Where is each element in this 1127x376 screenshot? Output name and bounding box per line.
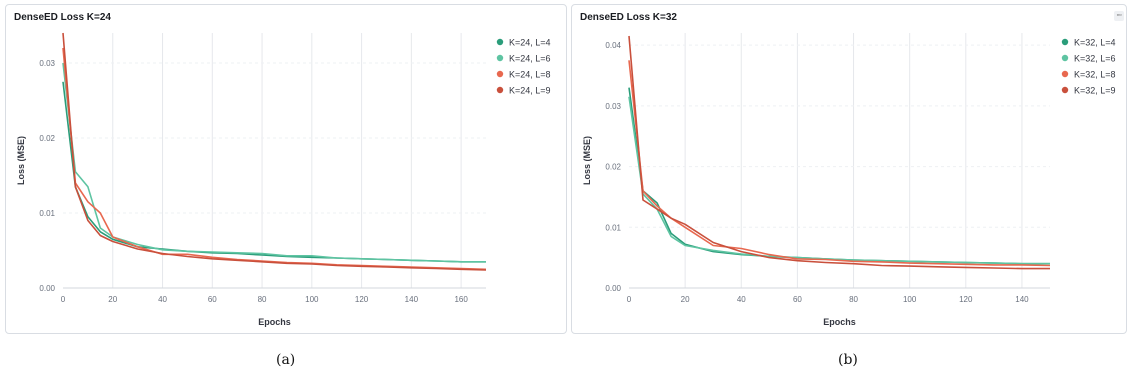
- x-tick-label: 140: [405, 295, 419, 304]
- legend-swatch: [1061, 38, 1069, 46]
- series-line-2: [62, 62, 486, 263]
- series-line-3: [628, 60, 1051, 267]
- legend-label: K=24, L=6: [509, 54, 551, 64]
- x-axis-label: Epochs: [823, 317, 856, 327]
- x-tick-label: 160: [454, 295, 468, 304]
- figure-caption-b: (b): [838, 352, 858, 368]
- panel-options-icon[interactable]: ▫▫: [1114, 11, 1124, 21]
- figure-caption-a: (a): [276, 352, 296, 368]
- legend-swatch: [1061, 86, 1069, 94]
- x-tick-label: 140: [1015, 295, 1029, 304]
- x-tick-label: 80: [258, 295, 267, 304]
- loss-chart-k32: 0 20 40 60 80 100 120 140 0.00 0.01 0.02 0.03 0.04 Ep…: [582, 33, 1116, 327]
- y-tick-label: 0.02: [605, 163, 621, 172]
- y-tick-label: 0.00: [39, 284, 55, 293]
- legend-label: K=32, L=6: [1074, 54, 1116, 64]
- y-tick-label: 0.00: [605, 284, 621, 293]
- series-line-4: [62, 32, 487, 271]
- legend-swatch: [1061, 54, 1069, 62]
- y-tick-label: 0.04: [605, 41, 621, 50]
- series-line-1: [62, 81, 486, 263]
- y-axis-label: Loss (MSE): [582, 136, 592, 185]
- series-line-2: [628, 96, 1050, 265]
- y-axis-label: Loss (MSE): [16, 136, 26, 185]
- x-tick-label: 40: [158, 295, 167, 304]
- x-tick-label: 0: [627, 295, 632, 304]
- series-line-3: [62, 47, 487, 271]
- x-tick-label: 80: [849, 295, 858, 304]
- series-line-1: [628, 87, 1050, 265]
- y-tick-label: 0.02: [39, 134, 55, 143]
- y-tick-label: 0.01: [605, 223, 621, 232]
- chart-panel-k24: DenseED Loss K=24 0 20 40 60 80 100 120 140 160 0…: [5, 4, 567, 334]
- panel-title: DenseED Loss K=32: [580, 12, 677, 23]
- legend-label: K=24, L=8: [509, 70, 551, 80]
- legend-label: K=24, L=4: [509, 38, 551, 48]
- legend-label: K=32, L=4: [1074, 38, 1116, 48]
- legend-label: K=32, L=9: [1074, 86, 1116, 96]
- chart-panel-k32: DenseED Loss K=32 ▫▫ 0 20 40 60 80 100 120 140 0…: [571, 4, 1127, 334]
- y-tick-label: 0.03: [605, 102, 621, 111]
- x-tick-label: 60: [793, 295, 802, 304]
- y-tick-label: 0.01: [39, 209, 55, 218]
- series-line-4: [628, 35, 1050, 270]
- legend-swatch: [496, 86, 504, 94]
- x-tick-label: 0: [61, 295, 66, 304]
- legend-swatch: [496, 54, 504, 62]
- x-tick-label: 20: [681, 295, 690, 304]
- x-tick-label: 120: [959, 295, 973, 304]
- legend-swatch: [1061, 70, 1069, 78]
- x-axis-label: Epochs: [258, 317, 291, 327]
- x-tick-label: 60: [208, 295, 217, 304]
- loss-chart-k24: 0 20 40 60 80 100 120 140 160 0.00 0.01 0.02 0.03 Epo…: [16, 32, 551, 327]
- x-tick-label: 40: [737, 295, 746, 304]
- legend-label: K=32, L=8: [1074, 70, 1116, 80]
- x-tick-label: 20: [108, 295, 117, 304]
- legend-label: K=24, L=9: [509, 86, 551, 96]
- legend-swatch: [496, 70, 504, 78]
- panel-title: DenseED Loss K=24: [14, 12, 111, 23]
- x-tick-label: 120: [355, 295, 369, 304]
- legend-swatch: [496, 38, 504, 46]
- x-tick-label: 100: [305, 295, 319, 304]
- x-tick-label: 100: [903, 295, 917, 304]
- y-tick-label: 0.03: [39, 59, 55, 68]
